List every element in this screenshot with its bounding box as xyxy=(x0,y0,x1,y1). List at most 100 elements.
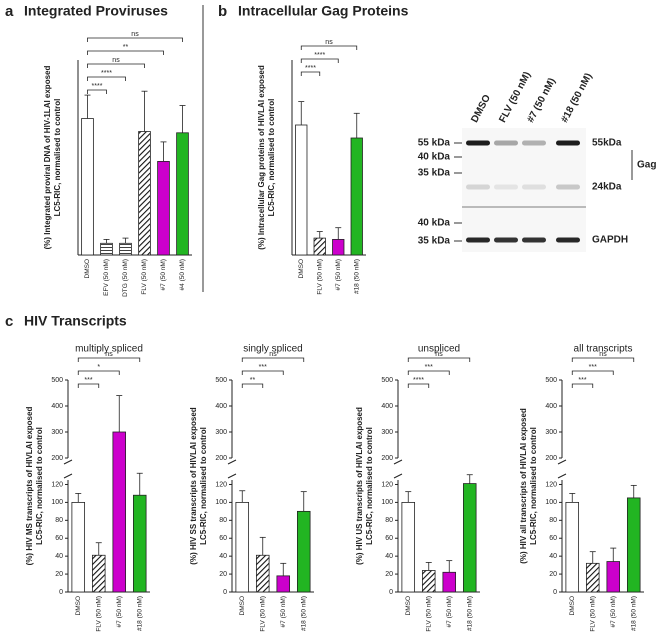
x-tick-label: FLV (50 nM) xyxy=(141,259,148,295)
y-tick-label: 60 xyxy=(385,535,393,542)
blot-band xyxy=(466,140,490,146)
x-tick-label: #7 (50 nM) xyxy=(446,596,453,627)
y-tick-label: 300 xyxy=(51,429,63,436)
error-bar xyxy=(569,493,576,503)
axis-break xyxy=(393,473,403,479)
marker-label: 35 kDa xyxy=(418,236,451,247)
x-tick-label: #7 (50 nM) xyxy=(335,259,342,290)
significance-bracket xyxy=(241,383,264,388)
x-tick-label: #7 (50 nM) xyxy=(160,259,167,290)
y-tick-label: 200 xyxy=(381,455,393,462)
axis-break xyxy=(227,473,237,479)
significance-bracket xyxy=(571,383,594,388)
lane-label: #7 (50 nM) xyxy=(525,76,558,124)
y-tick-label: 120 xyxy=(545,481,557,488)
error-bar xyxy=(405,491,412,503)
significance-bracket xyxy=(77,357,141,362)
y-axis-label: LC5-RIC, normalised to control xyxy=(529,427,538,545)
y-tick-label: 40 xyxy=(385,553,393,560)
blot-band xyxy=(494,237,518,243)
y-axis-label: LC5-RIC, normalised to control xyxy=(199,427,208,545)
significance-label: ns xyxy=(269,351,277,358)
band-label: 55kDa xyxy=(592,138,622,149)
panel-label: a xyxy=(5,3,14,20)
error-bar xyxy=(239,490,246,503)
axis-break xyxy=(227,459,237,465)
significance-bracket xyxy=(571,370,614,375)
y-tick-label: 40 xyxy=(549,553,557,560)
x-tick-label: FLV (50 nM) xyxy=(95,596,102,632)
y-axis-label: (%) HIV MS transcripts of HIVLAI exposed xyxy=(25,407,34,566)
error-bar xyxy=(446,560,453,573)
bar xyxy=(332,238,345,256)
group-label: Gag xyxy=(637,160,656,171)
y-tick-label: 100 xyxy=(381,499,393,506)
y-tick-label: 300 xyxy=(381,429,393,436)
x-tick-label: #18 (50 nM) xyxy=(466,596,473,631)
error-bar xyxy=(116,395,123,432)
blot-band xyxy=(556,140,580,146)
significance-bracket xyxy=(300,45,358,50)
significance-bracket xyxy=(241,357,305,362)
x-tick-label: DMSO xyxy=(569,596,576,616)
x-tick-label: DMSO xyxy=(75,596,82,616)
x-tick-label: FLV (50 nM) xyxy=(425,596,432,632)
band-label: 24kDa xyxy=(592,182,622,193)
error-bar xyxy=(95,542,102,556)
bar xyxy=(585,562,600,593)
error-bar xyxy=(141,90,148,132)
significance-bracket xyxy=(87,76,126,81)
y-tick-label: 20 xyxy=(385,571,393,578)
bar xyxy=(157,160,170,256)
y-tick-label: 60 xyxy=(55,535,63,542)
panel-label: b xyxy=(218,3,227,20)
error-bar xyxy=(316,231,323,239)
marker-label: 40 kDa xyxy=(418,218,451,229)
y-axis-label: LC5-RIC, normalised to control xyxy=(267,99,276,217)
y-axis-label: LC5-RIC, normalised to control xyxy=(53,99,62,217)
bar xyxy=(235,501,250,593)
error-bar xyxy=(610,547,617,562)
significance-label: ns xyxy=(105,351,113,358)
x-tick-label: FLV (50 nM) xyxy=(589,596,596,632)
y-tick-label: 200 xyxy=(545,455,557,462)
significance-label: ** xyxy=(250,377,256,384)
y-tick-label: 60 xyxy=(219,535,227,542)
y-tick-label: 100 xyxy=(215,499,227,506)
y-tick-label: 120 xyxy=(381,481,393,488)
blot-band xyxy=(466,237,490,243)
section-title: HIV Transcripts xyxy=(24,313,127,329)
y-tick-label: 0 xyxy=(389,589,393,596)
y-tick-label: 20 xyxy=(55,571,63,578)
error-bar xyxy=(136,472,143,496)
y-tick-label: 100 xyxy=(545,499,557,506)
lane-label: DMSO xyxy=(469,93,493,125)
x-tick-label: DTG (50 nM) xyxy=(122,259,129,297)
axis-break xyxy=(393,459,403,465)
bar xyxy=(71,501,86,593)
marker-label: 40 kDa xyxy=(418,152,451,163)
significance-bracket xyxy=(87,89,107,94)
bar xyxy=(91,554,106,593)
x-tick-label: EFV (50 nM) xyxy=(103,259,110,296)
bar xyxy=(276,575,291,593)
y-tick-label: 120 xyxy=(51,481,63,488)
bar xyxy=(132,494,147,593)
bar xyxy=(401,501,416,593)
y-axis-label: (%) HIV all transcripts of HIVLAI expose… xyxy=(519,408,528,564)
y-axis-label: (%) HIV US transcripts of HIVLAI exposed xyxy=(355,407,364,565)
error-bar xyxy=(259,536,266,556)
x-tick-label: #18 (50 nM) xyxy=(136,596,143,631)
y-tick-label: 80 xyxy=(55,517,63,524)
significance-bracket xyxy=(571,357,635,362)
error-bar xyxy=(84,94,91,119)
error-bar xyxy=(300,491,307,512)
error-bar xyxy=(466,474,473,484)
significance-label: **** xyxy=(92,83,103,90)
chart-subtitle: unspliced xyxy=(418,344,460,355)
y-tick-label: 300 xyxy=(545,429,557,436)
chart-subtitle: multiply spliced xyxy=(75,344,143,355)
bar xyxy=(119,242,132,256)
bar xyxy=(295,124,308,256)
